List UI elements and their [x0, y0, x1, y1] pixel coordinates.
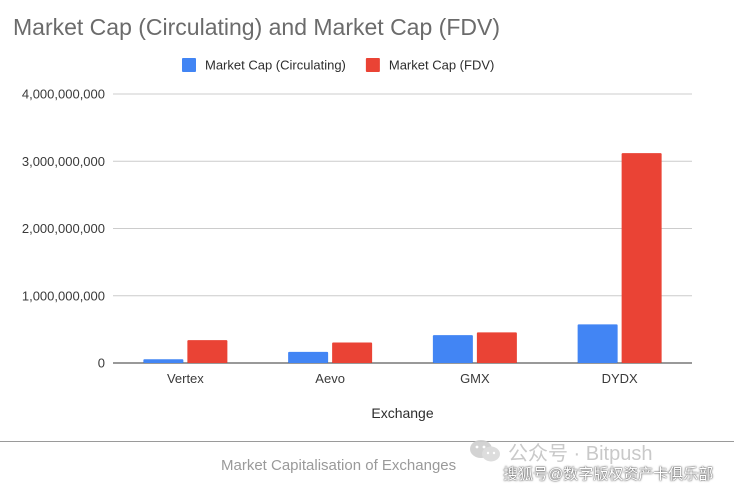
watermark-sohu: 搜狐号@数字版权资产卡俱乐部	[503, 466, 714, 483]
legend-label: Market Cap (FDV)	[389, 58, 494, 73]
legend-label: Market Cap (Circulating)	[205, 58, 346, 73]
watermark-text: 公众号 · Bitpush	[508, 442, 653, 465]
chart-card: Market Cap (Circulating) and Market Cap …	[13, 14, 692, 421]
x-axis-title: Exchange	[371, 405, 433, 421]
figure-caption: Market Capitalisation of Exchanges	[221, 457, 457, 474]
chart-title: Market Cap (Circulating) and Market Cap …	[13, 14, 500, 40]
bar	[332, 342, 373, 363]
bar	[432, 335, 473, 363]
bar	[577, 324, 618, 363]
legend-swatch	[365, 58, 380, 72]
x-tick-label: Vertex	[167, 371, 204, 386]
x-tick-label: Aevo	[315, 371, 345, 386]
watermark-wechat: 公众号 · Bitpush	[468, 437, 652, 465]
wechat-icon	[470, 440, 500, 462]
y-tick-label: 0	[98, 356, 105, 371]
x-tick-label: GMX	[460, 371, 490, 386]
bar	[288, 351, 329, 363]
bar	[187, 340, 228, 363]
bar-chart: 0 1,000,000,000 2,000,000,000 3,000,000,000…	[22, 58, 692, 421]
bar	[143, 359, 184, 363]
x-tick-label: DYDX	[602, 371, 638, 386]
y-tick-label: 1,000,000,000	[22, 288, 105, 303]
divider	[0, 441, 734, 442]
bar	[621, 153, 662, 363]
y-tick-label: 4,000,000,000	[22, 87, 105, 102]
y-tick-label: 2,000,000,000	[22, 221, 105, 236]
y-tick-label: 3,000,000,000	[22, 154, 105, 169]
bar	[476, 332, 517, 363]
legend-swatch	[182, 58, 196, 72]
